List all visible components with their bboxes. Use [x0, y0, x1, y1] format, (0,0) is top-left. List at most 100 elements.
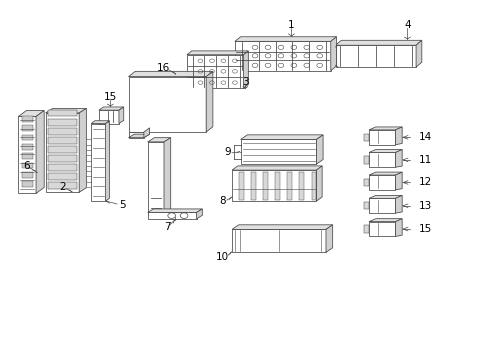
Polygon shape — [335, 40, 421, 45]
Polygon shape — [21, 172, 33, 178]
Polygon shape — [364, 179, 368, 186]
Polygon shape — [368, 130, 395, 145]
Polygon shape — [368, 222, 395, 237]
Polygon shape — [128, 77, 206, 132]
Polygon shape — [48, 110, 77, 117]
Polygon shape — [368, 195, 401, 198]
Polygon shape — [238, 171, 243, 200]
Polygon shape — [395, 219, 401, 237]
Text: 15: 15 — [418, 224, 431, 234]
Polygon shape — [316, 166, 322, 201]
Polygon shape — [395, 172, 401, 190]
Polygon shape — [243, 51, 248, 88]
Polygon shape — [45, 113, 79, 192]
Polygon shape — [364, 134, 368, 141]
Polygon shape — [299, 171, 304, 200]
Polygon shape — [368, 149, 401, 153]
Text: 16: 16 — [156, 63, 169, 73]
Polygon shape — [18, 117, 36, 193]
Polygon shape — [21, 135, 33, 140]
Polygon shape — [163, 138, 170, 215]
Polygon shape — [21, 163, 33, 168]
Polygon shape — [316, 135, 323, 164]
Polygon shape — [48, 156, 77, 162]
Polygon shape — [395, 127, 401, 145]
Text: 2: 2 — [59, 182, 65, 192]
Polygon shape — [21, 144, 33, 150]
Polygon shape — [368, 198, 395, 213]
Polygon shape — [287, 171, 291, 200]
Text: 7: 7 — [164, 221, 171, 231]
Polygon shape — [196, 209, 202, 219]
Polygon shape — [368, 219, 401, 222]
Polygon shape — [368, 127, 401, 130]
Polygon shape — [206, 71, 212, 132]
Polygon shape — [128, 134, 149, 138]
Polygon shape — [91, 123, 105, 201]
Polygon shape — [86, 182, 91, 187]
Text: 3: 3 — [242, 77, 248, 87]
Polygon shape — [36, 111, 44, 193]
Text: 5: 5 — [119, 200, 125, 210]
Text: 13: 13 — [418, 201, 431, 211]
Polygon shape — [99, 110, 119, 123]
Polygon shape — [368, 172, 401, 175]
Polygon shape — [128, 132, 143, 138]
Polygon shape — [48, 165, 77, 171]
Polygon shape — [143, 128, 149, 138]
Polygon shape — [48, 128, 77, 135]
Polygon shape — [86, 161, 91, 166]
Polygon shape — [335, 45, 415, 67]
Polygon shape — [18, 111, 44, 117]
Text: 4: 4 — [403, 21, 410, 31]
Polygon shape — [48, 119, 77, 126]
Polygon shape — [364, 202, 368, 210]
Polygon shape — [48, 174, 77, 180]
Polygon shape — [311, 171, 316, 200]
Polygon shape — [147, 138, 170, 142]
Polygon shape — [86, 171, 91, 176]
Polygon shape — [48, 137, 77, 144]
Polygon shape — [364, 156, 368, 163]
Polygon shape — [86, 139, 91, 145]
Polygon shape — [364, 225, 368, 233]
Text: 6: 6 — [23, 161, 30, 171]
Polygon shape — [128, 71, 212, 77]
Polygon shape — [395, 149, 401, 167]
Polygon shape — [234, 37, 336, 41]
Text: 10: 10 — [215, 252, 228, 262]
Polygon shape — [21, 116, 33, 122]
Polygon shape — [99, 107, 123, 110]
Polygon shape — [91, 121, 109, 123]
Polygon shape — [119, 107, 123, 123]
Polygon shape — [395, 195, 401, 213]
Text: 9: 9 — [224, 148, 230, 157]
Polygon shape — [86, 150, 91, 155]
Polygon shape — [240, 139, 316, 164]
Polygon shape — [275, 171, 280, 200]
Text: 15: 15 — [103, 92, 117, 102]
Polygon shape — [147, 212, 196, 219]
Polygon shape — [232, 229, 325, 252]
Polygon shape — [147, 209, 202, 212]
Text: 8: 8 — [219, 196, 226, 206]
Polygon shape — [415, 40, 421, 67]
Polygon shape — [263, 171, 267, 200]
Polygon shape — [325, 225, 332, 252]
Polygon shape — [48, 183, 77, 189]
Text: 1: 1 — [287, 20, 294, 30]
Text: 12: 12 — [418, 177, 431, 188]
Polygon shape — [232, 170, 316, 201]
Polygon shape — [48, 146, 77, 153]
Polygon shape — [21, 181, 33, 187]
Polygon shape — [186, 55, 243, 88]
Polygon shape — [79, 108, 86, 192]
Polygon shape — [21, 126, 33, 131]
Polygon shape — [45, 108, 86, 113]
Polygon shape — [147, 142, 163, 215]
Polygon shape — [234, 41, 330, 71]
Polygon shape — [232, 225, 332, 229]
Polygon shape — [105, 121, 109, 201]
Polygon shape — [250, 171, 255, 200]
Text: 11: 11 — [418, 155, 431, 165]
